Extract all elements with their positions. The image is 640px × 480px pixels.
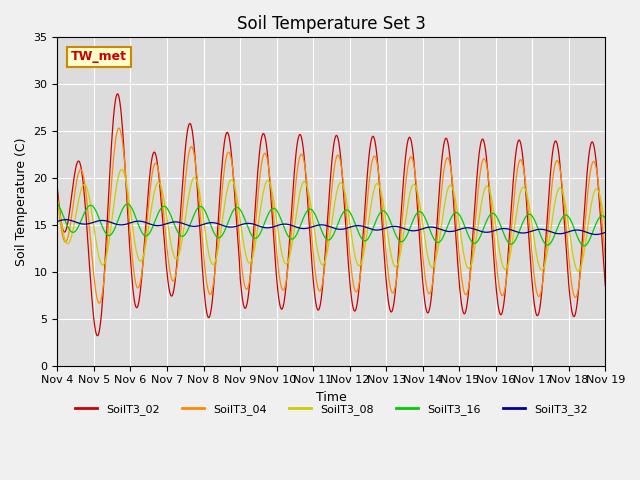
Text: TW_met: TW_met bbox=[71, 50, 127, 63]
SoilT3_32 bbox=[54, 218, 61, 224]
SoilT3_02 bbox=[114, 91, 122, 96]
SoilT3_08 bbox=[120, 171, 128, 177]
SoilT3_08 bbox=[575, 268, 582, 274]
SoilT3_32 bbox=[120, 222, 128, 228]
SoilT3_02 bbox=[399, 179, 407, 184]
SoilT3_32 bbox=[62, 217, 70, 223]
SoilT3_16 bbox=[120, 204, 127, 210]
SoilT3_16 bbox=[205, 218, 213, 224]
SoilT3_16 bbox=[54, 201, 61, 207]
Line: SoilT3_08: SoilT3_08 bbox=[58, 169, 605, 271]
SoilT3_02 bbox=[415, 233, 423, 239]
SoilT3_32 bbox=[205, 220, 213, 226]
SoilT3_04 bbox=[63, 237, 71, 242]
SoilT3_32 bbox=[64, 217, 72, 223]
SoilT3_32 bbox=[176, 220, 184, 226]
SoilT3_16 bbox=[176, 232, 184, 238]
SoilT3_04 bbox=[54, 193, 61, 199]
SoilT3_04 bbox=[122, 166, 129, 172]
SoilT3_04 bbox=[399, 204, 407, 210]
SoilT3_16 bbox=[124, 201, 131, 207]
SoilT3_02 bbox=[206, 313, 214, 319]
SoilT3_08 bbox=[205, 252, 213, 258]
SoilT3_08 bbox=[399, 238, 406, 243]
SoilT3_08 bbox=[415, 194, 422, 200]
Title: Soil Temperature Set 3: Soil Temperature Set 3 bbox=[237, 15, 426, 33]
SoilT3_16 bbox=[63, 223, 71, 228]
SoilT3_16 bbox=[602, 215, 609, 221]
SoilT3_04 bbox=[95, 300, 103, 306]
Line: SoilT3_16: SoilT3_16 bbox=[58, 204, 605, 246]
Line: SoilT3_32: SoilT3_32 bbox=[58, 220, 605, 235]
SoilT3_08 bbox=[602, 225, 609, 231]
SoilT3_04 bbox=[177, 228, 185, 234]
SoilT3_02 bbox=[122, 168, 129, 173]
SoilT3_04 bbox=[206, 291, 214, 297]
SoilT3_04 bbox=[415, 214, 423, 220]
SoilT3_02 bbox=[94, 333, 102, 338]
SoilT3_08 bbox=[118, 167, 125, 172]
SoilT3_16 bbox=[580, 243, 588, 249]
SoilT3_02 bbox=[177, 206, 185, 212]
X-axis label: Time: Time bbox=[316, 391, 347, 404]
SoilT3_08 bbox=[176, 248, 184, 253]
SoilT3_02 bbox=[63, 222, 71, 228]
SoilT3_08 bbox=[54, 196, 61, 202]
SoilT3_08 bbox=[63, 241, 71, 247]
SoilT3_32 bbox=[399, 225, 406, 231]
SoilT3_04 bbox=[602, 256, 609, 262]
Line: SoilT3_02: SoilT3_02 bbox=[58, 94, 605, 336]
SoilT3_02 bbox=[602, 283, 609, 288]
SoilT3_32 bbox=[593, 232, 600, 238]
SoilT3_32 bbox=[415, 227, 422, 233]
Line: SoilT3_04: SoilT3_04 bbox=[58, 128, 605, 303]
Legend: SoilT3_02, SoilT3_04, SoilT3_08, SoilT3_16, SoilT3_32: SoilT3_02, SoilT3_04, SoilT3_08, SoilT3_… bbox=[70, 399, 592, 419]
SoilT3_16 bbox=[399, 239, 406, 244]
SoilT3_32 bbox=[602, 229, 609, 235]
SoilT3_02 bbox=[54, 185, 61, 191]
SoilT3_04 bbox=[115, 125, 123, 131]
Y-axis label: Soil Temperature (C): Soil Temperature (C) bbox=[15, 137, 28, 266]
SoilT3_16 bbox=[415, 209, 422, 215]
